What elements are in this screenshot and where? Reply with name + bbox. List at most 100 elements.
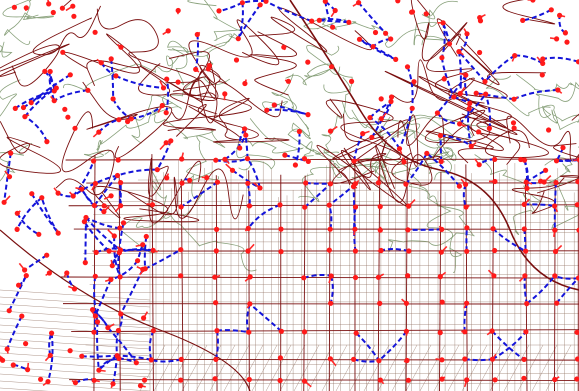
route-segment: [555, 277, 579, 304]
intersection-node: [62, 106, 68, 112]
intersection-node: [79, 186, 85, 192]
intersection-node: [490, 226, 496, 232]
intersection-node: [439, 376, 445, 382]
intersection-node: [521, 201, 527, 207]
intersection-node: [8, 150, 14, 156]
intersection-node: [393, 56, 399, 63]
route-segment: [440, 134, 472, 147]
contour-line: [544, 157, 579, 231]
intersection-node: [521, 226, 527, 232]
intersection-node: [377, 300, 383, 306]
intersection-node: [92, 313, 98, 319]
route-segment: [85, 216, 120, 229]
intersection-node: [222, 156, 228, 162]
intersection-node: [278, 249, 284, 255]
intersection-node: [278, 226, 284, 232]
intersection-node: [367, 115, 373, 121]
intersection-node: [108, 193, 114, 199]
intersection-node: [456, 183, 462, 189]
intersection-node: [457, 121, 463, 127]
route-segment: [98, 354, 118, 371]
intersection-node: [120, 220, 127, 226]
street: [471, 101, 549, 159]
intersection-node: [403, 300, 409, 306]
intersection-node: [360, 131, 366, 137]
route-segment: [458, 50, 486, 83]
intersection-node: [81, 219, 87, 225]
intersection-node: [93, 249, 99, 255]
intersection-node: [125, 118, 131, 125]
intersection-node: [285, 78, 291, 84]
intersection-node: [164, 76, 170, 82]
intersection-node: [327, 181, 334, 187]
intersection-node: [118, 180, 124, 186]
intersection-node: [467, 100, 473, 106]
intersection-node: [243, 132, 249, 138]
intersection-node: [50, 9, 56, 16]
route-segment: [24, 115, 48, 142]
intersection-node: [20, 104, 27, 111]
parcel-line: [167, 344, 194, 391]
intersection-node: [388, 98, 394, 105]
route-segment: [398, 108, 414, 150]
intersection-node: [466, 106, 472, 112]
intersection-node: [492, 178, 498, 185]
intersection-node: [575, 356, 579, 362]
intersection-node: [440, 20, 446, 26]
street: [63, 33, 142, 86]
parcel-line: [517, 344, 544, 391]
intersection-node: [305, 158, 311, 164]
intersection-node: [554, 300, 560, 306]
intersection-node: [12, 105, 18, 111]
intersection-node: [473, 90, 479, 96]
intersection-node: [351, 158, 357, 164]
intersection-node: [352, 204, 359, 210]
intersection-node: [137, 383, 144, 389]
intersection-node: [245, 248, 251, 254]
street: [0, 43, 70, 87]
intersection-node: [44, 252, 50, 258]
intersection-node: [239, 0, 245, 6]
intersection-node: [178, 247, 184, 253]
intersection-node: [187, 177, 193, 183]
parcel-line: [475, 344, 502, 391]
intersection-node: [301, 156, 308, 162]
intersection-node: [118, 203, 124, 209]
route-segment: [194, 34, 200, 70]
contour-line: [485, 75, 579, 124]
intersection-node: [388, 36, 394, 42]
intersection-node: [278, 328, 284, 334]
street: [524, 178, 528, 391]
intersection-node: [163, 140, 169, 146]
street: [0, 229, 251, 391]
route-segment: [115, 74, 164, 89]
intersection-node: [409, 105, 415, 111]
contour-line: [542, 105, 579, 148]
intersection-node: [330, 24, 336, 30]
route-segment: [110, 58, 115, 99]
intersection-node: [135, 258, 141, 264]
intersection-node: [6, 308, 12, 314]
street: [127, 168, 244, 220]
intersection-node: [117, 225, 123, 231]
intersection-node: [512, 53, 518, 59]
street: [426, 33, 508, 99]
intersection-node: [395, 0, 401, 4]
route-segment: [407, 228, 442, 231]
intersection-node: [72, 380, 78, 386]
route-segment: [91, 308, 109, 329]
intersection-node: [554, 36, 560, 42]
route-segment: [476, 92, 515, 101]
parcel-grid: [0, 160, 579, 391]
route-segment: [115, 330, 120, 356]
intersection-node: [552, 376, 558, 383]
intersection-node: [178, 273, 184, 279]
intersection-node: [67, 72, 73, 78]
intersection-node: [511, 125, 517, 131]
intersection-node: [377, 377, 383, 383]
intersection-node: [246, 376, 252, 383]
intersection-node: [159, 102, 165, 109]
intersection-node: [530, 0, 536, 3]
route-segment: [143, 236, 148, 269]
